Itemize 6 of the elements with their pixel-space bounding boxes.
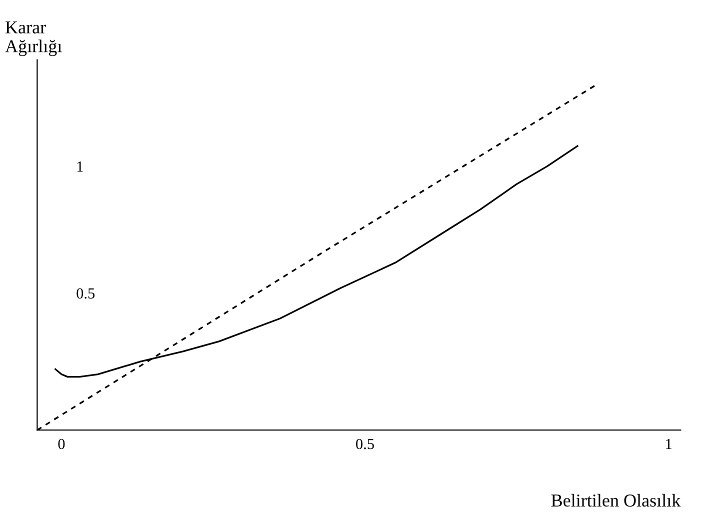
x-tick-label: 0.5 <box>356 438 374 450</box>
x-tick-label: 0 <box>58 438 65 450</box>
x-tick-label: 1 <box>666 438 672 450</box>
x-axis-title: Belirtilen Olasılık <box>551 494 681 507</box>
line-series <box>54 145 578 378</box>
y-axis-title: Karar Ağırlığı <box>5 21 62 56</box>
